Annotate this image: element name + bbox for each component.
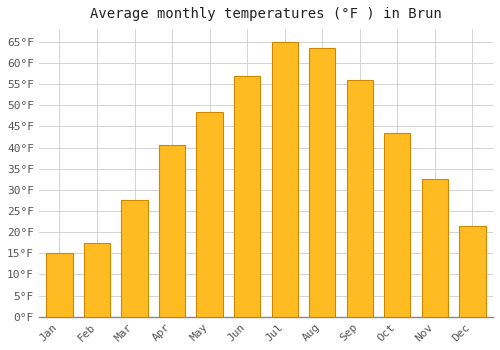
- Bar: [234, 76, 260, 317]
- Bar: [346, 80, 373, 317]
- Bar: [272, 42, 298, 317]
- Bar: [46, 253, 72, 317]
- Bar: [460, 226, 485, 317]
- Bar: [196, 112, 223, 317]
- Bar: [309, 48, 336, 317]
- Bar: [384, 133, 410, 317]
- Bar: [84, 243, 110, 317]
- Bar: [122, 201, 148, 317]
- Bar: [159, 145, 185, 317]
- Title: Average monthly temperatures (°F ) in Brun: Average monthly temperatures (°F ) in Br…: [90, 7, 442, 21]
- Bar: [422, 179, 448, 317]
